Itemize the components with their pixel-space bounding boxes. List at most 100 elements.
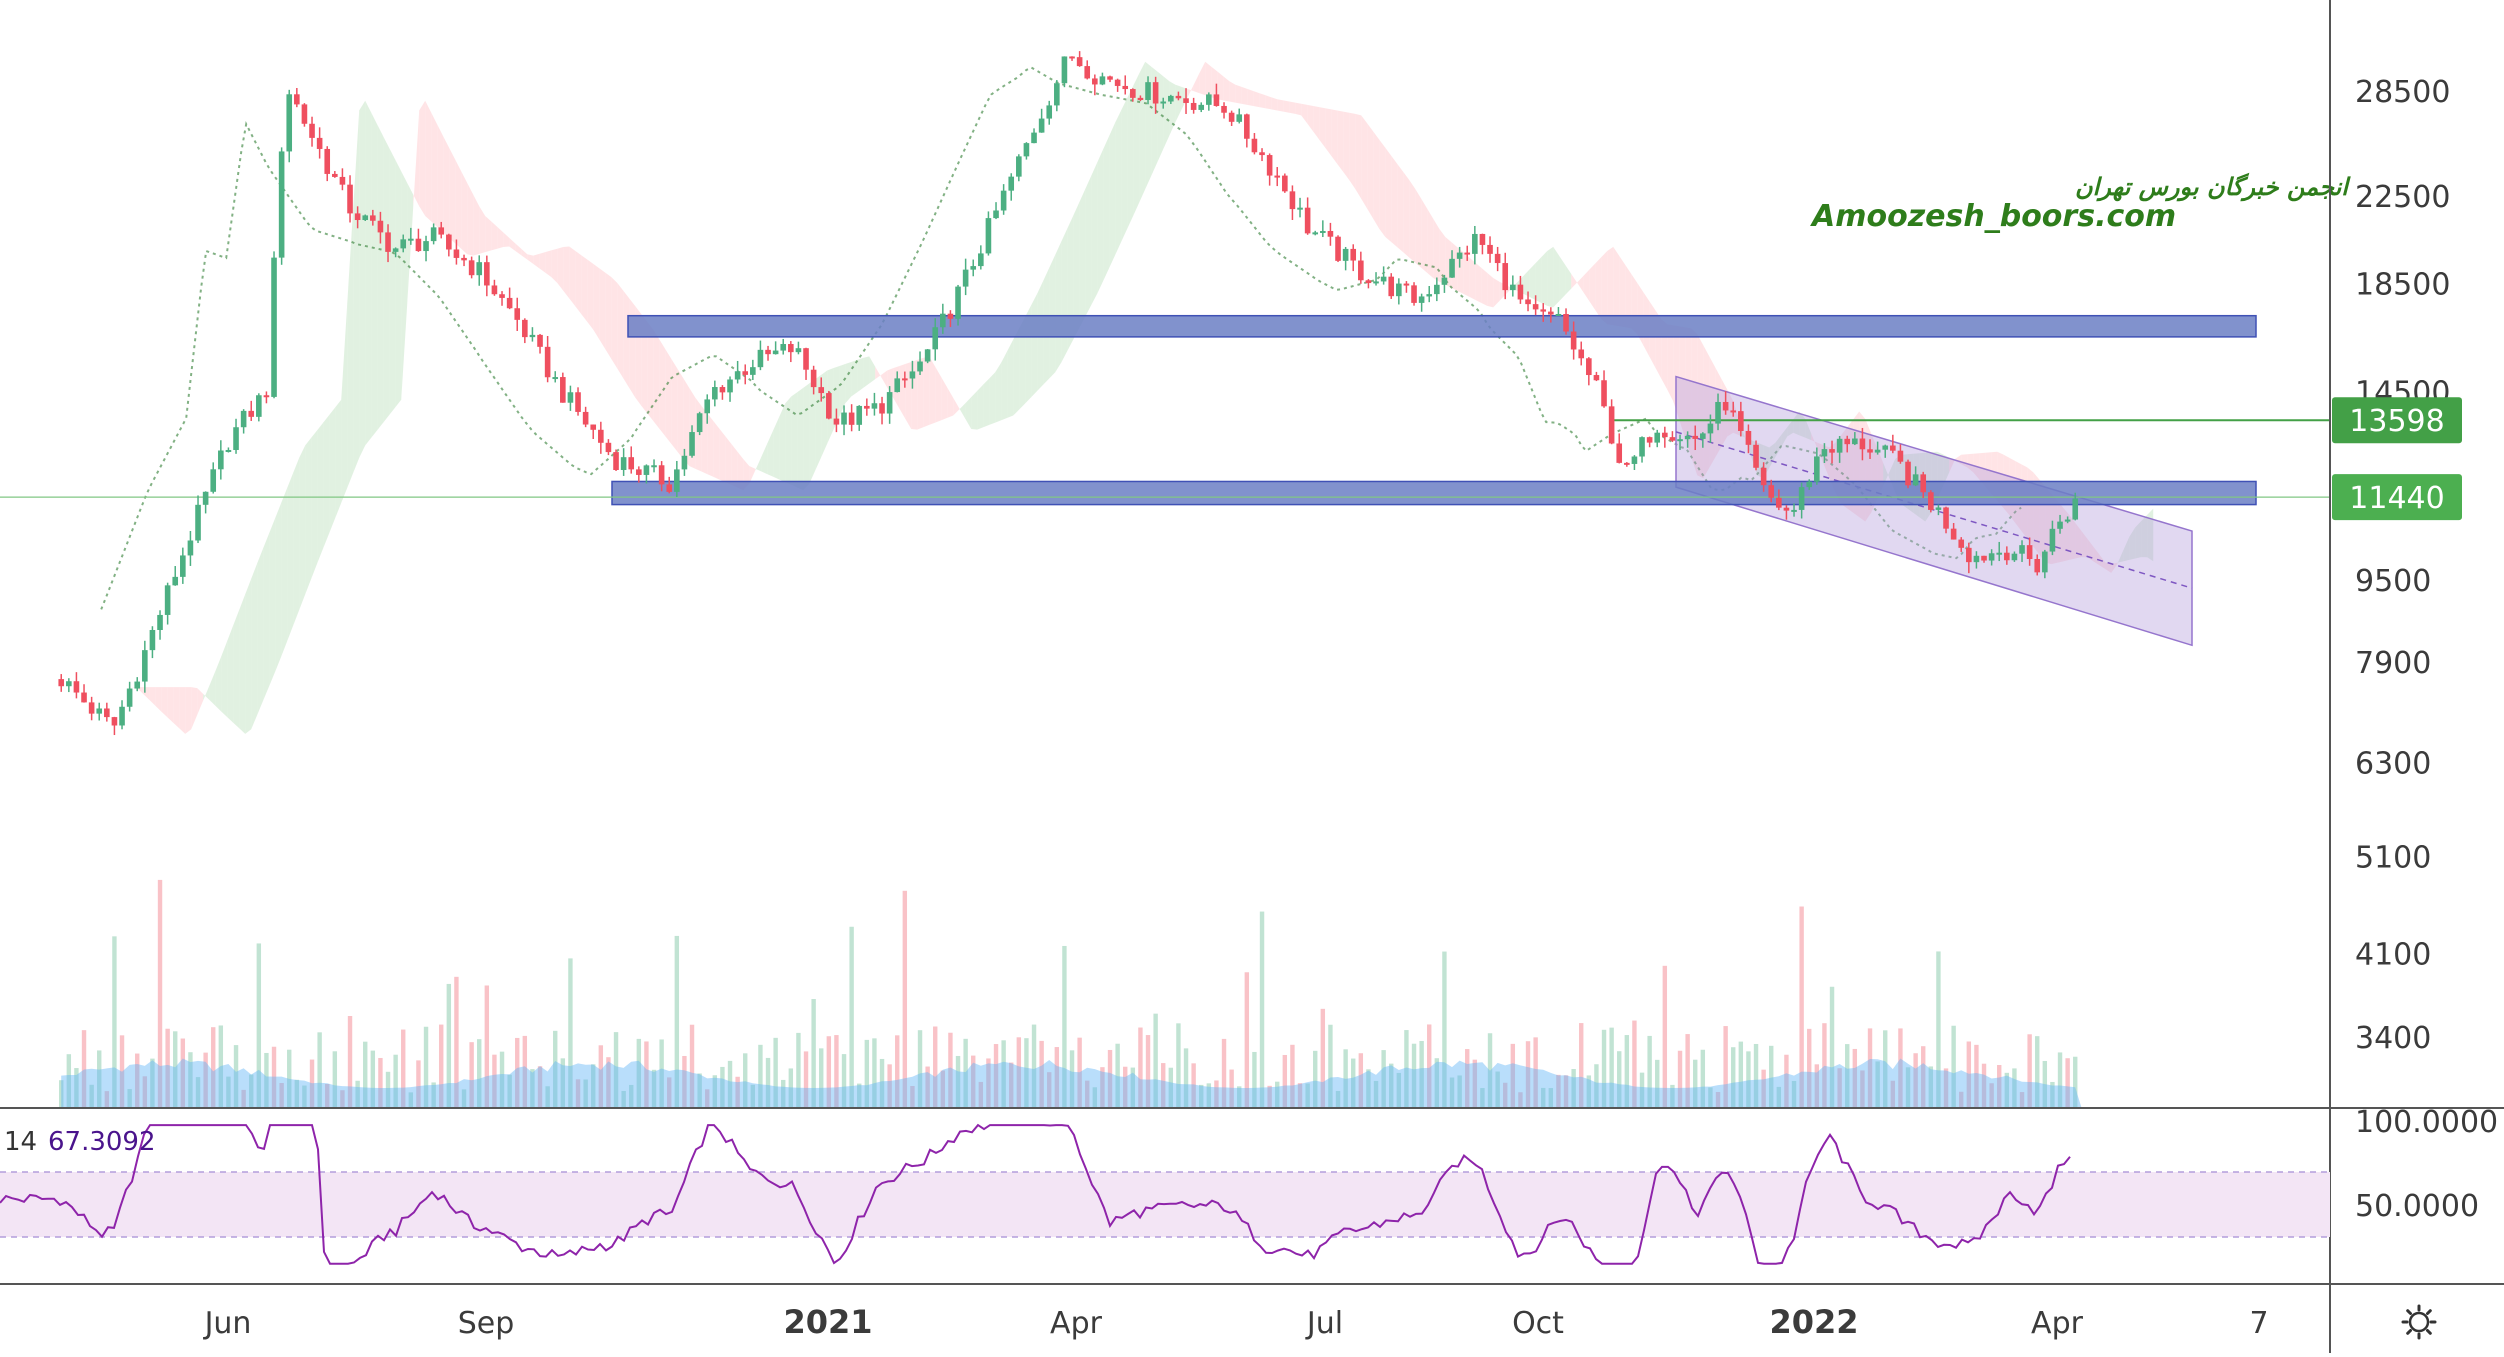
volume-bar [598,1045,604,1108]
cloud-segment [1163,76,1170,150]
volume-bar [1875,1061,1880,1108]
candle-body [1631,456,1638,464]
cloud-segment [467,182,474,256]
volume-bar [515,1037,520,1108]
volume-bar [765,1057,771,1108]
candle [1722,391,1729,415]
support-resistance-zones[interactable] [611,314,2257,506]
candle [408,227,414,245]
candle [400,234,407,253]
cloud-segment [1769,442,1776,468]
candle [1228,110,1235,126]
cloud-segment [233,609,240,729]
candle [506,287,513,310]
cloud-segment [755,457,762,472]
candle-body [1198,104,1205,110]
volume-average-area [61,1058,2082,1108]
candle-body [1107,76,1113,80]
candle-body [582,411,589,425]
regression-channel[interactable] [1675,375,2193,647]
price-axis[interactable]: 2850022500185001450095007900630051004100… [2355,75,2450,1056]
time-axis[interactable]: Jun Sep 2021 Apr Jul Oct 2022 Apr 7 [203,1303,2269,1341]
horizontal-lines[interactable] [0,419,2330,498]
cloud-segment [1331,109,1338,164]
gear-icon[interactable] [2401,1304,2437,1340]
candle [1380,266,1387,285]
volume-bar [1100,1067,1105,1108]
candle [1966,542,1972,574]
candle-body [1700,433,1706,439]
candle [286,89,293,163]
cloud-segment [2141,514,2148,558]
candle [1867,439,1873,459]
candle [1852,432,1858,446]
candle [1449,250,1455,278]
volume-bar [1890,1080,1896,1108]
candle [1859,427,1866,461]
candle-body [1023,143,1030,157]
candle [332,171,338,178]
candle [1586,357,1592,386]
zone-lower[interactable] [611,480,2257,506]
candle-body [1259,152,1265,156]
volume-bar [925,1066,930,1108]
price-tick-label: 7900 [2355,646,2431,681]
candle-body [1213,94,1220,106]
candle [924,348,931,364]
volume-bar [1905,1067,1911,1108]
candle [446,233,452,257]
candle-body [628,457,635,470]
candle-body [119,706,125,726]
cloud-segment [287,472,294,641]
cloud-segment [1667,324,1674,402]
volume-bar [1221,1038,1227,1108]
candle-body [658,465,665,485]
candle-body [461,257,467,261]
candle [1548,307,1554,323]
candle [841,405,847,436]
cloud-segment [2111,562,2118,573]
volume-bar [1237,1086,1242,1108]
candle [1593,371,1600,382]
cloud-segment [305,437,312,595]
volume-bar [621,1090,626,1108]
volume-bar [1845,1044,1850,1108]
volume-bar [963,1038,968,1108]
volume-bar [81,1030,87,1108]
volume-bar [1541,1087,1546,1108]
candle-body [613,452,619,471]
cloud-segment [809,379,816,484]
candle-body [225,449,232,452]
cloud-segment [1409,179,1416,263]
candle [795,341,802,355]
volume-bar [226,1076,231,1108]
candle [1973,551,1980,569]
volume-bar [112,936,117,1108]
cloud-segment [1607,246,1614,326]
candle [1076,51,1083,67]
candle-body [1783,507,1790,511]
volume-bar [1199,1084,1204,1108]
volume-bar [2019,1092,2025,1108]
candle [750,359,756,381]
volume-bar [1715,1092,1721,1108]
candle [1054,80,1060,112]
cloud-segment [761,443,768,475]
zone-upper[interactable] [627,314,2257,338]
candle-body [1905,461,1911,486]
candle-body [1890,445,1896,451]
candle-body [301,104,308,124]
cloud-segment [1559,255,1566,302]
channel-fill[interactable] [1675,375,2193,647]
cloud-segment [959,403,966,419]
rsi-pane[interactable]: 14 67.3092 100.0000 50.0000 [0,1105,2498,1265]
candle-body [1426,294,1433,297]
cloud-segment [1805,418,1812,441]
cloud-segment [1121,98,1128,242]
candle-body [978,253,984,267]
candle [1335,235,1341,263]
cloud-segment [515,243,522,256]
cloud-segment [917,357,924,430]
cloud-segment [839,364,846,417]
cloud-segment [1529,263,1536,300]
